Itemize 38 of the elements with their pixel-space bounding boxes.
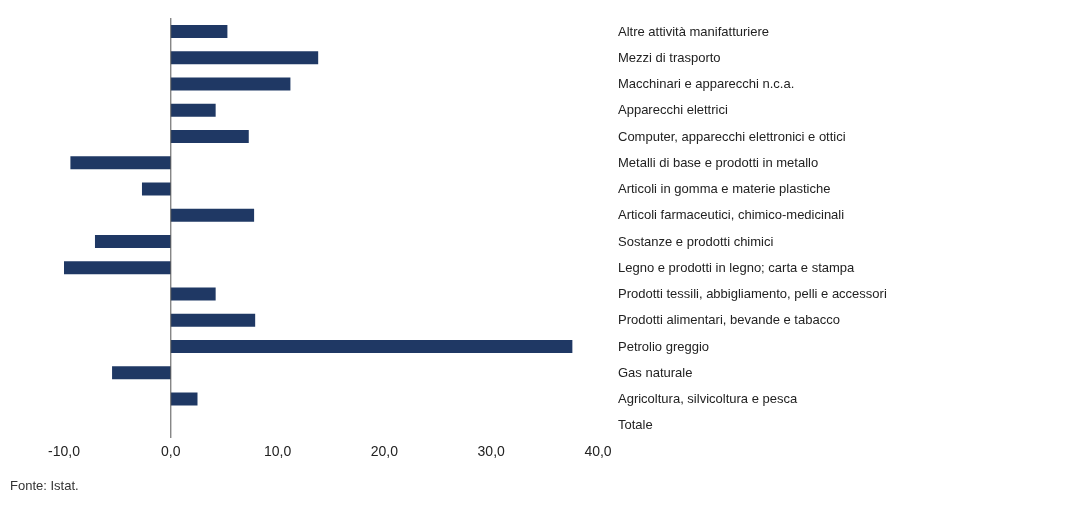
bar <box>94 235 171 248</box>
y-tick-label: Articoli in gomma e materie plastiche <box>618 181 831 197</box>
y-tick-label: Gas naturale <box>618 364 693 380</box>
y-tick-label: Legno e prodotti in legno; carta e stampa <box>618 259 856 275</box>
y-tick-label: Mezzi di trasporto <box>618 49 721 65</box>
x-tick-label: 40,0 <box>584 442 612 459</box>
x-tick-label: 10,0 <box>263 442 292 459</box>
y-tick-label: Petrolio greggio <box>618 338 710 354</box>
y-tick-label: Metalli di base e prodotti in metallo <box>618 154 819 170</box>
y-tick-label: Prodotti tessili, abbigliamento, pelli e accessori <box>618 286 887 302</box>
bar <box>170 25 228 38</box>
y-tick-label: Sostanze e prodotti chimici <box>618 233 774 249</box>
bar <box>170 208 255 222</box>
bar <box>170 340 573 353</box>
bar <box>170 51 319 65</box>
bar <box>112 366 171 380</box>
y-tick-label: Apparecchi elettrici <box>618 102 728 118</box>
y-tick-label: Prodotti alimentari, bevande e tabacco <box>618 312 840 328</box>
bar <box>170 103 216 117</box>
x-tick-label: 20,0 <box>370 442 399 459</box>
bar <box>64 261 171 275</box>
bar <box>170 130 249 143</box>
y-tick-label: Articoli farmaceutici, chimico-medicinali <box>618 207 845 223</box>
bar <box>170 287 216 301</box>
y-tick-label: Totale <box>618 417 653 433</box>
bar <box>170 313 256 327</box>
x-tick-label: 0,0 <box>161 442 181 459</box>
y-tick-label: Agricoltura, silvicoltura e pesca <box>618 391 798 407</box>
bar <box>170 392 198 406</box>
source-note: Fonte: Istat. <box>10 478 80 493</box>
x-tick-label: 30,0 <box>477 442 506 459</box>
bar <box>70 156 171 170</box>
x-tick-label: -10,0 <box>48 442 81 459</box>
bar <box>141 182 171 196</box>
y-tick-label: Altre attività manifatturiere <box>618 23 770 39</box>
bar <box>170 77 291 91</box>
y-tick-label: Computer, apparecchi elettronici e ottici <box>618 128 846 144</box>
y-tick-label: Macchinari e apparecchi n.c.a. <box>618 76 795 92</box>
